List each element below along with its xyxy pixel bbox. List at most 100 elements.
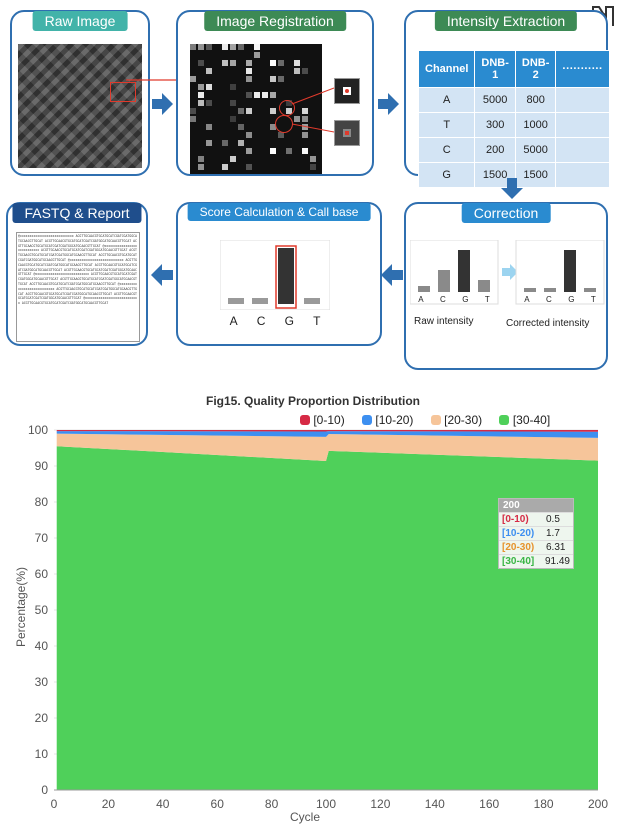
raw-intensity-label: Raw intensity xyxy=(414,316,474,327)
table-header: DNB-1 xyxy=(474,50,516,88)
fluorescence-spot xyxy=(230,84,236,90)
x-tick-label: 200 xyxy=(588,797,608,811)
fluorescence-spot xyxy=(198,60,204,66)
fluorescence-spot xyxy=(238,44,244,50)
fluorescence-spot xyxy=(246,76,252,82)
correction-bars xyxy=(410,240,605,305)
x-tick-label: 60 xyxy=(211,797,225,811)
legend-item[interactable]: [0-10) xyxy=(300,413,345,427)
table-row: T 300 1000 xyxy=(417,112,610,138)
corrected-bar-c xyxy=(544,288,556,292)
raw-base-label: A xyxy=(418,295,424,304)
score-bars xyxy=(220,240,330,310)
table-row: G 1500 1500 xyxy=(417,162,610,188)
y-tick-label: 50 xyxy=(35,603,49,617)
table-cell: 1000 xyxy=(514,112,557,138)
fluorescence-spot xyxy=(222,60,228,66)
fluorescence-spot xyxy=(270,108,276,114)
score-base-label: A xyxy=(229,314,238,328)
x-tick-label: 20 xyxy=(102,797,116,811)
corrected-base-label: A xyxy=(524,295,530,304)
corrected-bar-g xyxy=(564,250,576,292)
fluorescence-spot xyxy=(254,44,260,50)
fluorescence-spot xyxy=(222,44,228,50)
x-tick-label: 140 xyxy=(425,797,445,811)
raw-bar-a xyxy=(418,286,430,292)
fluorescence-spot xyxy=(206,100,212,106)
area-series-1[interactable] xyxy=(56,431,599,438)
table-cell xyxy=(555,137,610,163)
fluorescence-spot xyxy=(254,92,260,98)
raw-bar-t xyxy=(478,280,490,292)
fluorescence-spot xyxy=(198,156,204,162)
raw-bar-c xyxy=(438,270,450,292)
corrected-bar-a xyxy=(524,288,536,292)
fluorescence-spot xyxy=(278,132,284,138)
score-bar-a xyxy=(228,298,244,304)
legend-item[interactable]: [10-20) xyxy=(362,413,413,427)
zoom-box xyxy=(110,82,136,102)
tooltip-label: [20-30) xyxy=(502,542,535,553)
fluorescence-spot xyxy=(206,44,212,50)
x-tick-label: 160 xyxy=(479,797,499,811)
fluorescence-spot xyxy=(190,108,196,114)
fluorescence-spot xyxy=(190,76,196,82)
area-series-3[interactable] xyxy=(56,446,599,790)
raw-image-title: Raw Image xyxy=(32,11,128,31)
fluorescence-spot xyxy=(198,84,204,90)
fluorescence-spot xyxy=(310,164,316,170)
tooltip-row: [20-30) 6.31 xyxy=(499,540,573,554)
y-tick-label: 60 xyxy=(35,567,49,581)
fluorescence-spot xyxy=(270,124,276,130)
table-row: C 200 5000 xyxy=(417,137,610,163)
fluorescence-spot xyxy=(222,140,228,146)
legend-item[interactable]: [20-30) xyxy=(430,413,483,427)
x-tick-label: 100 xyxy=(316,797,336,811)
fluorescence-spot xyxy=(198,44,204,50)
fluorescence-spot xyxy=(190,44,196,50)
fluorescence-spot xyxy=(302,108,308,114)
tooltip-row: [10-20) 1.7 xyxy=(499,526,573,540)
corrected-base-label: C xyxy=(546,295,552,304)
correction-title: Correction xyxy=(461,203,551,223)
raw-base-label: G xyxy=(462,295,469,304)
area-series-0[interactable] xyxy=(56,430,599,432)
legend-label: [0-10) xyxy=(313,413,345,427)
raw-base-label: T xyxy=(484,295,490,304)
fluorescence-spot xyxy=(254,52,260,58)
image-registration-panel: Image Registration xyxy=(176,10,374,176)
chart-legend: [0-10) [10-20) [20-30) [30-40] xyxy=(300,413,550,427)
fluorescence-spot xyxy=(246,60,252,66)
fluorescence-spot xyxy=(190,116,196,122)
y-tick-label: 30 xyxy=(35,675,49,689)
fluorescence-spot xyxy=(246,68,252,74)
table-row: A 5000 800 xyxy=(417,87,610,113)
tooltip-value: 91.49 xyxy=(544,556,570,567)
y-tick-label: 80 xyxy=(35,495,49,509)
y-tick-label: 100 xyxy=(28,423,48,437)
fluorescence-spot xyxy=(294,68,300,74)
tooltip-value: 0.5 xyxy=(546,514,560,525)
fluorescence-spot xyxy=(230,156,236,162)
area-series-2[interactable] xyxy=(56,433,599,461)
legend-label: [20-30) xyxy=(444,413,483,427)
fluorescence-spot xyxy=(238,124,244,130)
table-cell: C xyxy=(417,137,476,163)
x-axis-label: Cycle xyxy=(290,810,321,824)
fluorescence-spot xyxy=(310,156,316,162)
table-cell: G xyxy=(417,162,476,188)
fluorescence-spot xyxy=(270,148,276,154)
inset-connectors xyxy=(291,87,335,133)
fluorescence-spot xyxy=(302,148,308,154)
legend-item[interactable]: [30-40] xyxy=(499,413,550,427)
fluorescence-spot xyxy=(286,148,292,154)
fluorescence-spot xyxy=(294,60,300,66)
zoom-inset-1 xyxy=(334,78,360,104)
corrected-base-label: T xyxy=(590,295,596,304)
score-base-label: G xyxy=(284,314,294,328)
flow-arrow-right-2 xyxy=(378,93,399,115)
fluorescence-spot xyxy=(294,116,300,122)
fluorescence-spot xyxy=(206,140,212,146)
y-tick-label: 90 xyxy=(35,459,49,473)
fluorescence-spot xyxy=(238,140,244,146)
